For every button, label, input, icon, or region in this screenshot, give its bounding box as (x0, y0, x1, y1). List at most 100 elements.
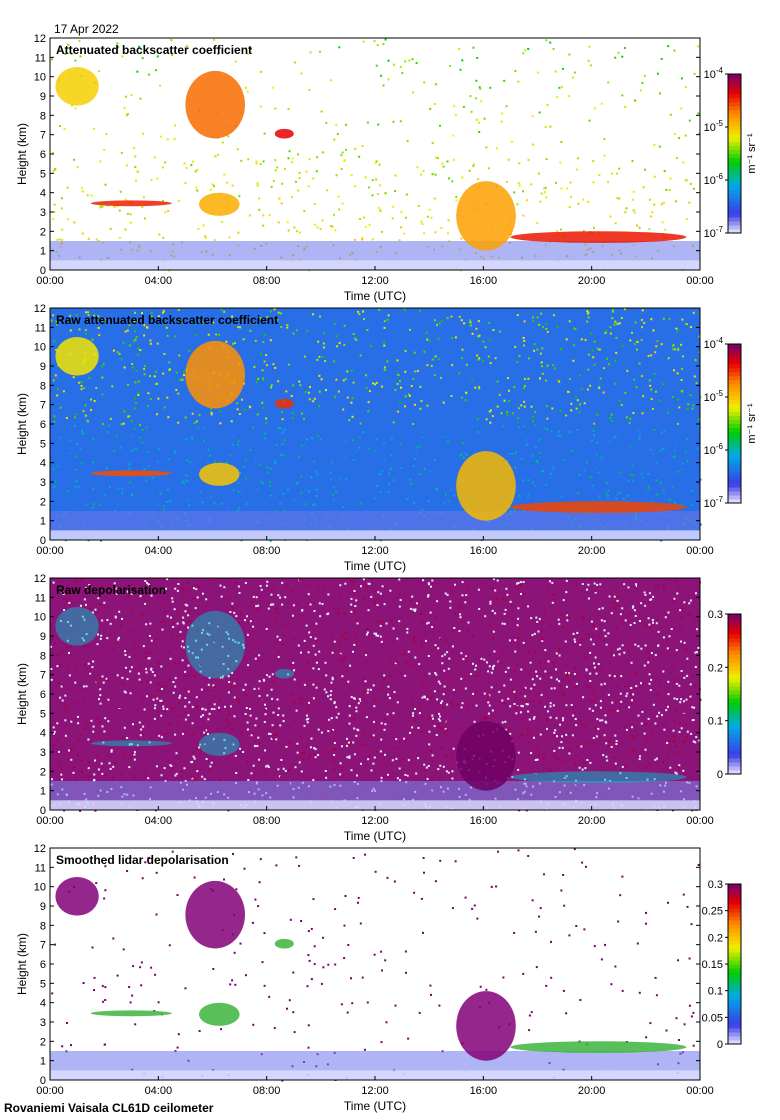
texture-pixel (109, 622, 112, 625)
texture-pixel (351, 1002, 354, 1005)
texture-pixel (257, 604, 260, 607)
y-tick-label: 0 (40, 805, 46, 817)
texture-pixel (389, 657, 392, 660)
texture-pixel (113, 582, 116, 585)
texture-pixel (543, 427, 546, 430)
texture-pixel (113, 205, 116, 208)
texture-pixel (431, 626, 434, 628)
texture-pixel (472, 163, 475, 166)
texture-pixel (161, 200, 164, 203)
texture-pixel (422, 674, 425, 677)
texture-pixel (546, 417, 549, 420)
texture-pixel (260, 317, 262, 320)
feature-cloud (199, 192, 240, 216)
texture-pixel (482, 340, 485, 343)
texture-pixel (662, 201, 665, 204)
colorbar-segment (728, 996, 741, 1001)
texture-pixel (465, 655, 468, 658)
texture-pixel (342, 678, 345, 681)
texture-pixel (645, 922, 647, 925)
texture-pixel (230, 705, 232, 708)
texture-pixel (553, 716, 556, 719)
texture-pixel (157, 447, 160, 450)
texture-pixel (196, 168, 199, 171)
texture-pixel (415, 772, 418, 775)
texture-pixel (648, 592, 651, 595)
texture-pixel (678, 764, 681, 767)
texture-pixel (539, 377, 541, 380)
texture-pixel (584, 725, 587, 727)
texture-pixel (577, 202, 580, 205)
texture-pixel (686, 408, 689, 410)
texture-pixel (273, 1027, 276, 1030)
texture-pixel (599, 719, 602, 722)
texture-pixel (467, 708, 470, 710)
texture-pixel (220, 495, 223, 498)
texture-pixel (311, 428, 314, 431)
texture-pixel (534, 759, 537, 761)
texture-pixel (458, 630, 461, 632)
texture-pixel (170, 636, 173, 639)
texture-pixel (344, 895, 347, 897)
texture-pixel (441, 162, 444, 165)
texture-pixel (641, 81, 644, 84)
texture-pixel (261, 369, 264, 372)
texture-pixel (595, 735, 598, 738)
texture-pixel (200, 491, 203, 494)
texture-pixel (158, 734, 161, 737)
texture-pixel (409, 607, 412, 610)
texture-pixel (650, 398, 653, 401)
texture-pixel (693, 706, 696, 709)
texture-pixel (566, 187, 569, 190)
texture-pixel (341, 202, 344, 205)
texture-pixel (567, 390, 569, 393)
texture-pixel (212, 578, 215, 581)
texture-pixel (133, 427, 136, 430)
texture-pixel (530, 405, 533, 408)
texture-pixel (667, 45, 670, 48)
texture-pixel (66, 490, 69, 493)
texture-pixel (233, 696, 236, 699)
texture-pixel (673, 502, 676, 504)
texture-pixel (623, 651, 626, 654)
texture-pixel (273, 727, 276, 730)
texture-pixel (258, 881, 261, 884)
texture-pixel (619, 471, 622, 474)
texture-pixel (476, 354, 479, 357)
texture-pixel (307, 185, 310, 188)
texture-pixel (574, 686, 577, 689)
texture-pixel (254, 339, 257, 342)
texture-pixel (546, 428, 549, 431)
texture-pixel (319, 615, 322, 618)
texture-pixel (698, 734, 701, 737)
texture-pixel (317, 588, 320, 591)
texture-pixel (115, 587, 118, 590)
colorbar-segment (728, 1040, 741, 1045)
texture-pixel (451, 591, 454, 594)
texture-pixel (522, 509, 525, 512)
colorbar-segment (728, 439, 741, 444)
texture-pixel (598, 636, 601, 638)
texture-pixel (244, 477, 247, 480)
texture-pixel (380, 950, 383, 953)
texture-pixel (515, 451, 518, 454)
texture-pixel (372, 684, 375, 687)
texture-pixel (103, 601, 106, 604)
texture-pixel (398, 767, 401, 770)
texture-pixel (391, 466, 393, 469)
texture-pixel (341, 635, 344, 638)
texture-pixel (634, 671, 637, 674)
texture-pixel (647, 473, 650, 476)
texture-pixel (545, 718, 548, 721)
texture-pixel (539, 352, 542, 355)
colorbar-segment (728, 674, 741, 679)
texture-pixel (161, 603, 164, 606)
texture-pixel (672, 734, 675, 737)
texture-pixel (397, 410, 400, 413)
texture-pixel (56, 394, 59, 397)
texture-pixel (54, 641, 56, 644)
texture-pixel (55, 349, 58, 351)
texture-pixel (191, 751, 194, 754)
texture-pixel (427, 582, 430, 585)
texture-pixel (496, 579, 499, 582)
